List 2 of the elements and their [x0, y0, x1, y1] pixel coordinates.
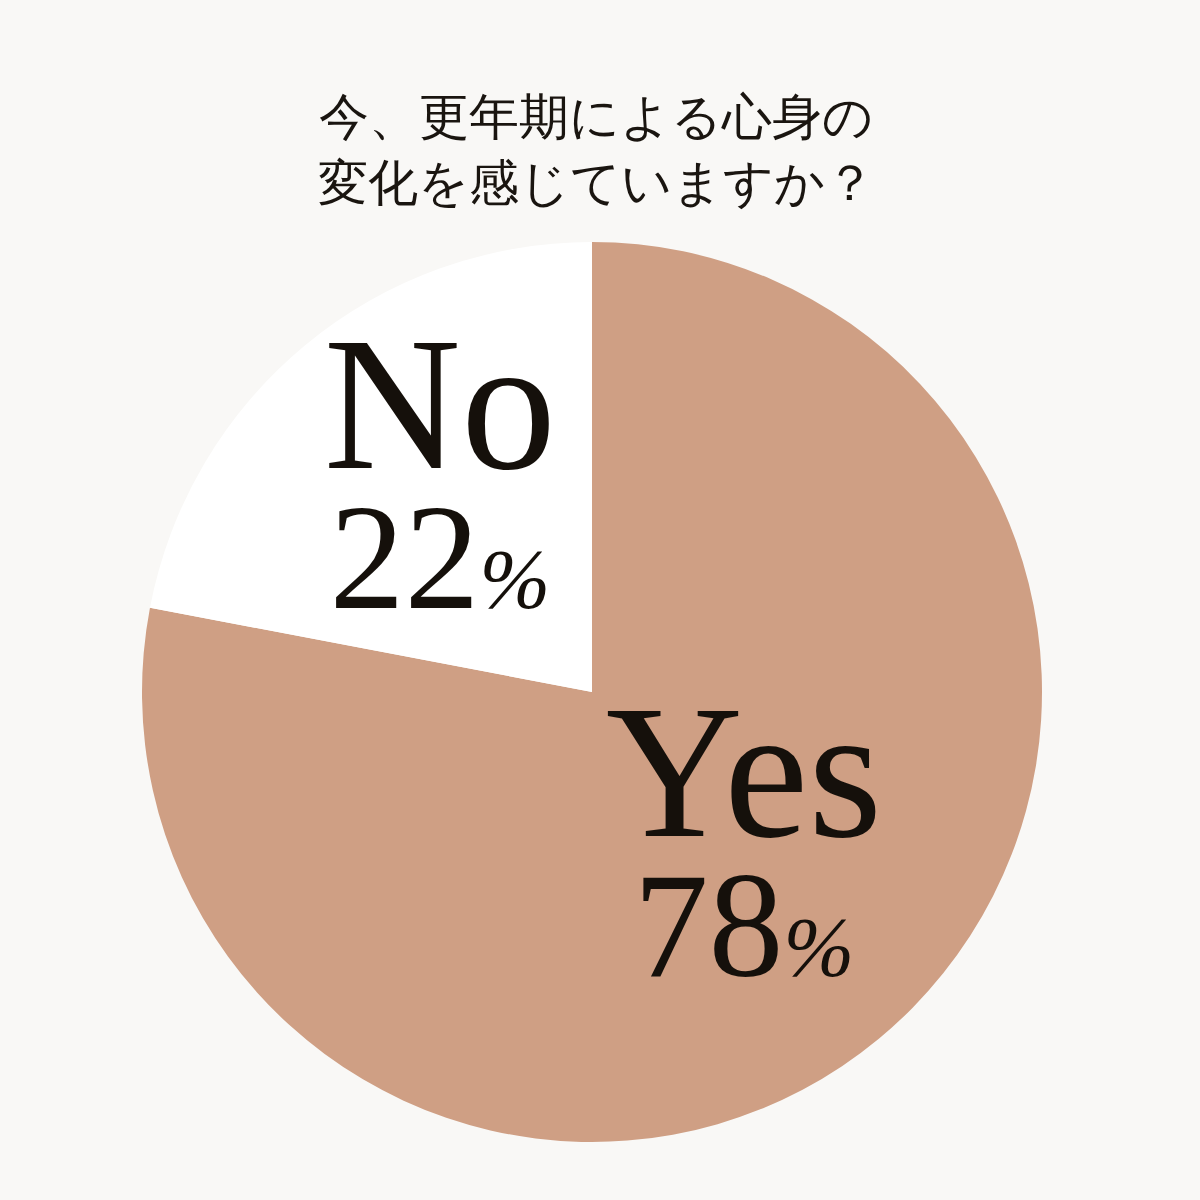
title: 変化を感じていますか？ — [317, 154, 875, 212]
title: 今、更年期による心身の — [319, 88, 873, 146]
